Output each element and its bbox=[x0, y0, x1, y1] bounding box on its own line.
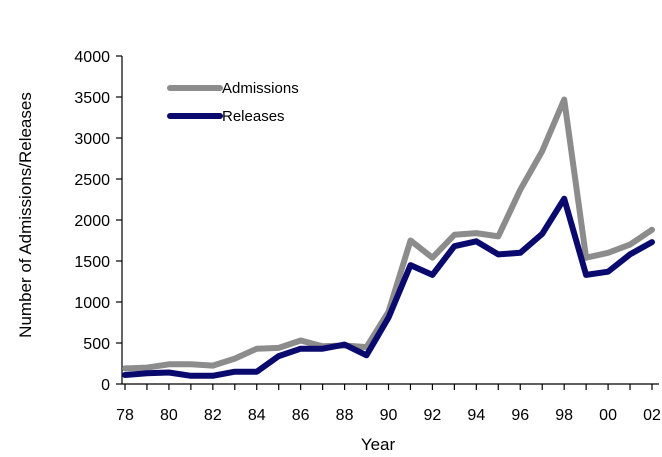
x-tick-label: 90 bbox=[380, 407, 398, 424]
x-tick-label: 88 bbox=[336, 407, 354, 424]
legend-label-releases: Releases bbox=[222, 108, 285, 125]
x-tick-label: 94 bbox=[467, 407, 485, 424]
y-tick-label: 0 bbox=[101, 377, 110, 394]
legend-label-admissions: Admissions bbox=[222, 80, 299, 97]
series-lines bbox=[122, 96, 655, 379]
y-tick-label: 3500 bbox=[74, 90, 110, 107]
legend: Admissions Releases bbox=[167, 80, 299, 125]
x-tick-label: 82 bbox=[204, 407, 222, 424]
x-tick-label: 84 bbox=[248, 407, 266, 424]
y-tick-label: 500 bbox=[83, 336, 110, 353]
y-axis-title: Number of Admissions/Releases bbox=[16, 92, 35, 338]
x-tick-label: 96 bbox=[511, 407, 529, 424]
series-line-releases bbox=[122, 195, 655, 379]
x-tick-label: 92 bbox=[424, 407, 442, 424]
x-tick-label: 86 bbox=[292, 407, 310, 424]
y-tick-label: 3000 bbox=[74, 131, 110, 148]
x-tick-label: 02 bbox=[643, 407, 661, 424]
axes: 0 500 1000 1500 2000 2500 3000 3500 4000 78 80 82 84… bbox=[74, 49, 661, 424]
y-tick-label: 2500 bbox=[74, 172, 110, 189]
y-tick-label: 2000 bbox=[74, 213, 110, 230]
x-tick-label: 78 bbox=[116, 407, 134, 424]
y-tick-label: 1500 bbox=[74, 254, 110, 271]
x-axis-title: Year bbox=[361, 435, 396, 454]
x-tick-label: 80 bbox=[160, 407, 178, 424]
y-tick-label: 4000 bbox=[74, 49, 110, 66]
y-tick-label: 1000 bbox=[74, 295, 110, 312]
x-tick-label: 00 bbox=[599, 407, 617, 424]
x-tick-label: 98 bbox=[555, 407, 573, 424]
